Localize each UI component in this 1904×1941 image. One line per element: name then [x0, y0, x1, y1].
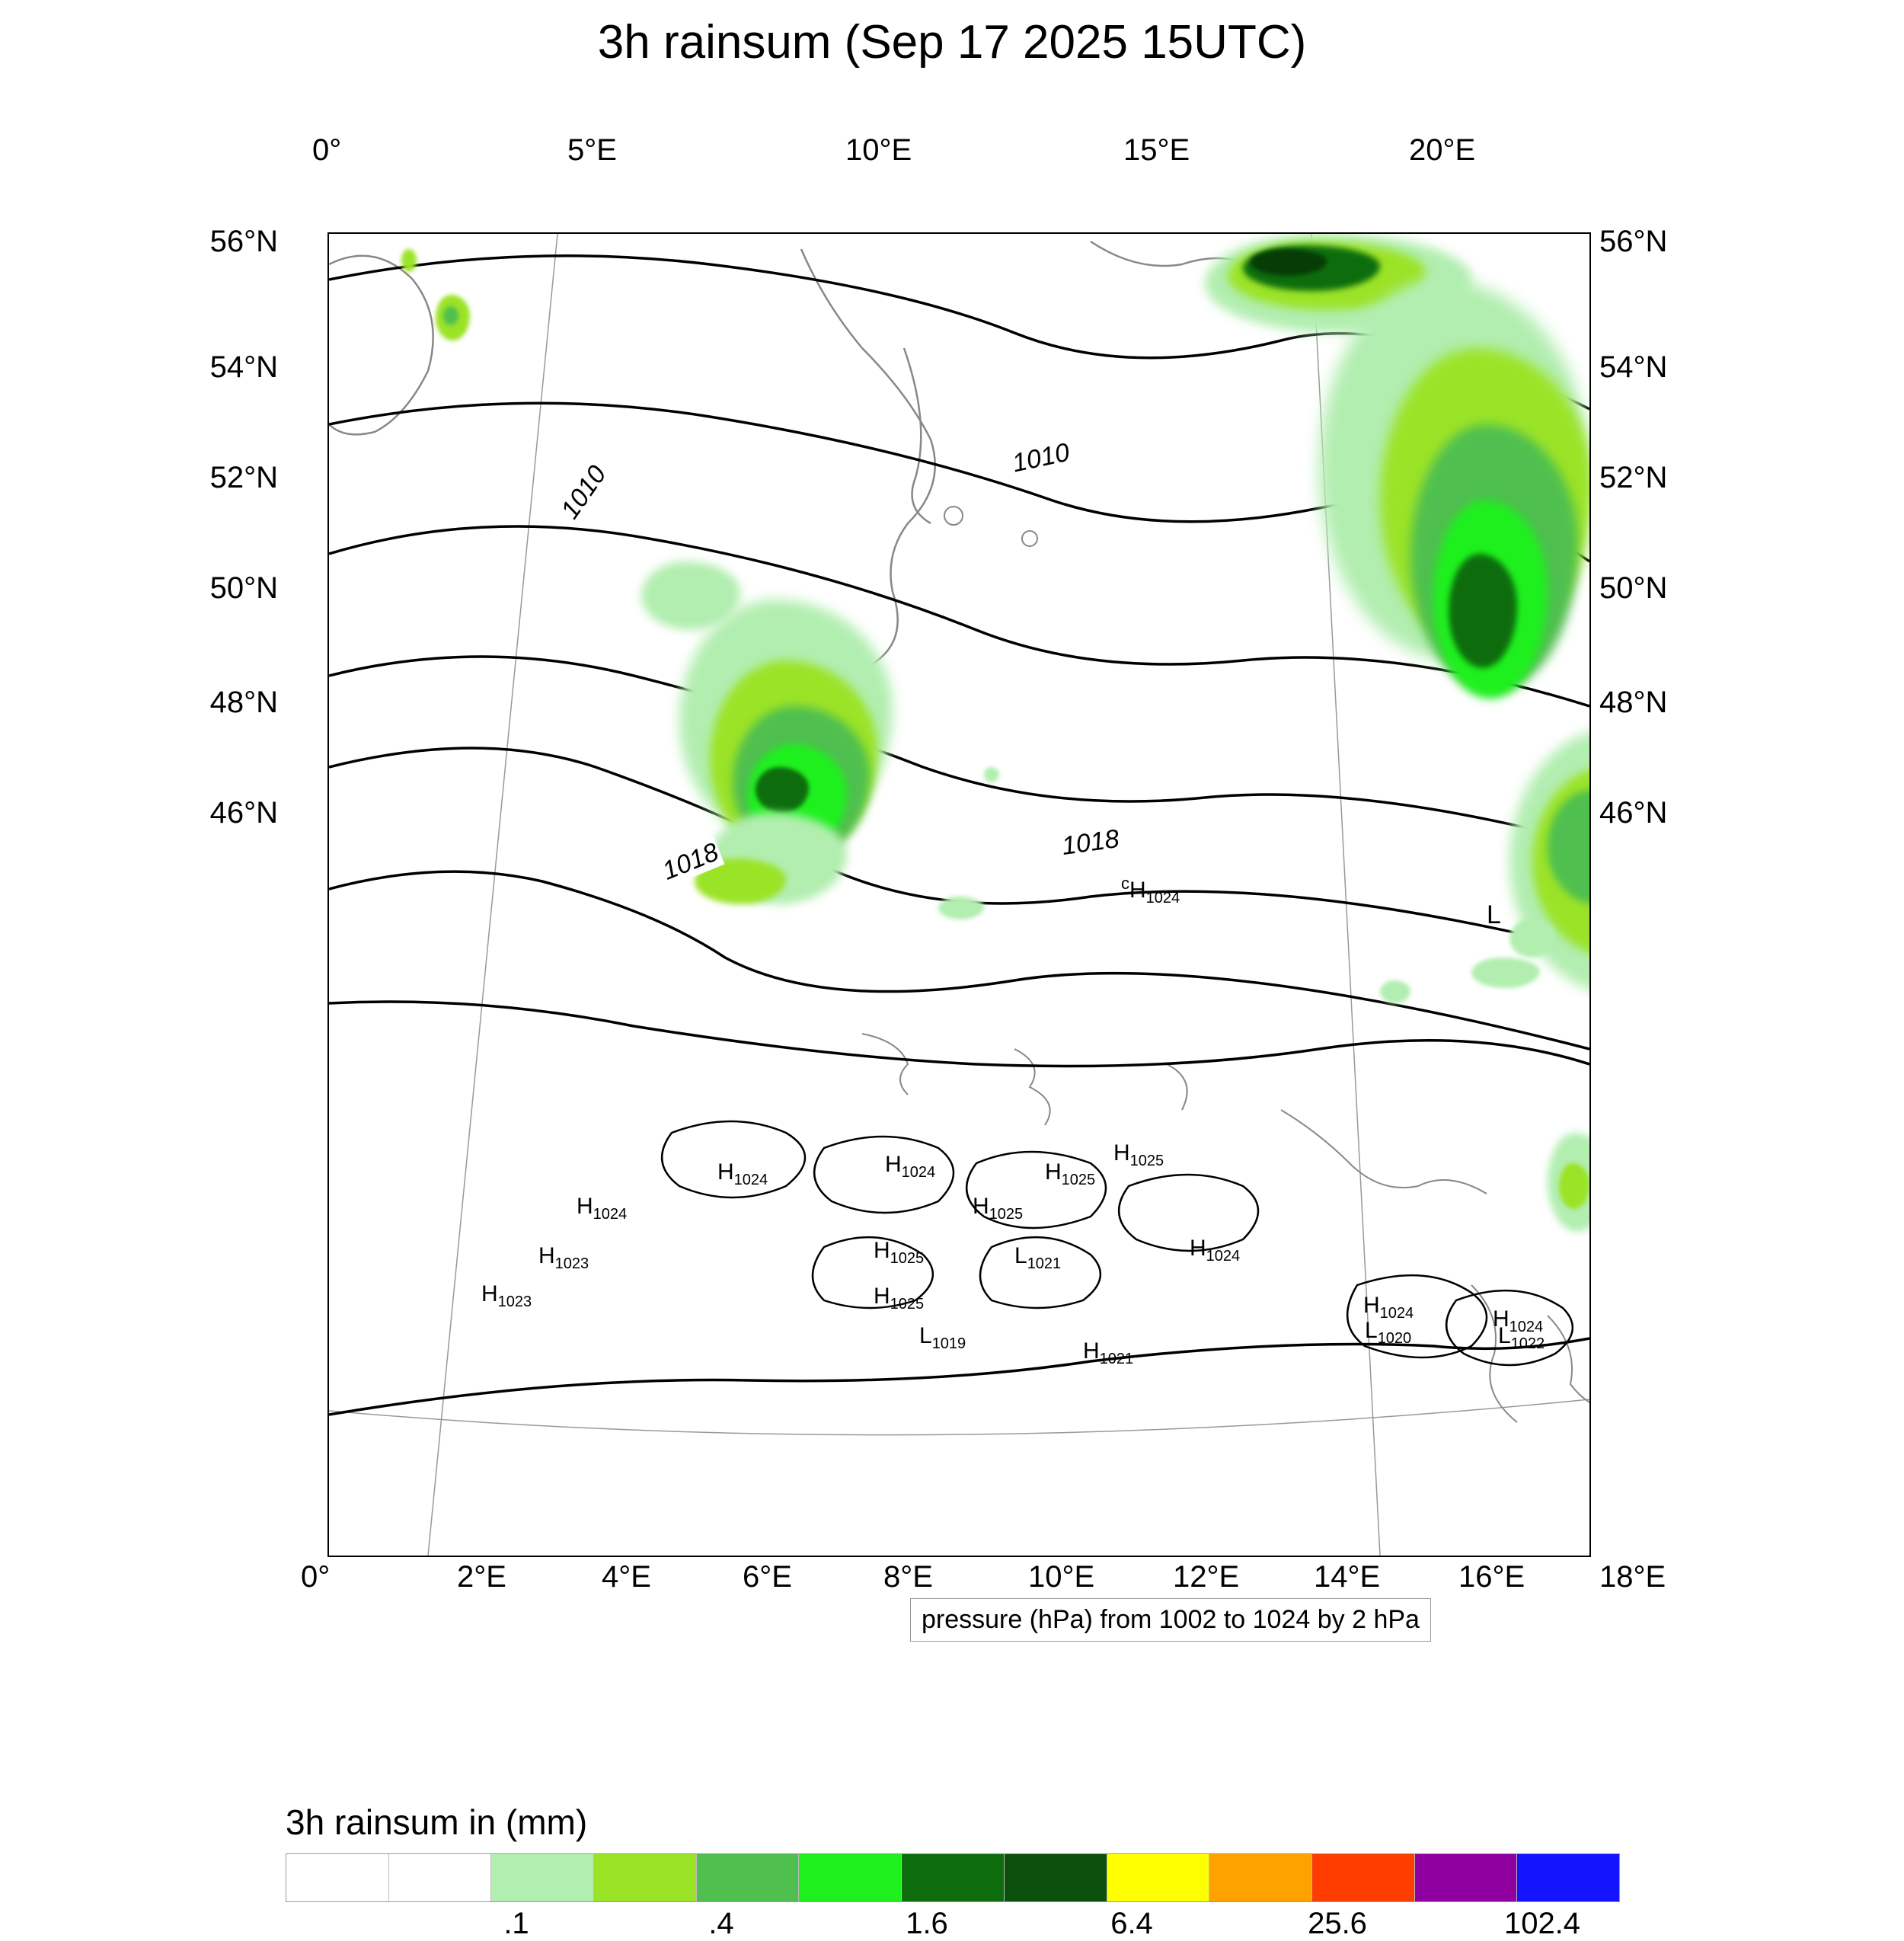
colorbar[interactable]: [286, 1853, 1620, 1902]
pressure-center-18: H1024: [1363, 1293, 1414, 1322]
colorbar-seg-7: [1005, 1854, 1107, 1901]
colorbar-tick-5: 102.4: [1504, 1907, 1580, 1941]
colorbar-tick-0: .1: [503, 1907, 529, 1941]
left-axis-label-2: 52°N: [133, 461, 278, 495]
colorbar-seg-9: [1209, 1854, 1312, 1901]
left-axis-label-3: 50°N: [133, 571, 278, 606]
top-axis-label-1: 5°E: [567, 133, 617, 168]
pressure-center-14: L1019: [919, 1323, 966, 1353]
page-title: 3h rainsum (Sep 17 2025 15UTC): [0, 15, 1904, 69]
colorbar-title: 3h rainsum in (mm): [286, 1802, 1618, 1843]
pressure-center-5: H1025: [1113, 1140, 1164, 1170]
pressure-center-13: H1023: [481, 1281, 532, 1311]
colorbar-seg-2: [491, 1854, 594, 1901]
colorbar-seg-12: [1517, 1854, 1619, 1901]
colorbar-seg-4: [697, 1854, 800, 1901]
pressure-center-2: H1024: [717, 1159, 768, 1189]
left-axis-label-1: 54°N: [133, 350, 278, 385]
bottom-axis-label-1: 2°E: [457, 1560, 506, 1594]
bottom-axis-label-9: 18°E: [1599, 1560, 1666, 1594]
colorbar-group: 3h rainsum in (mm) .1 .4 1.6 6.4 25.6 10…: [286, 1802, 1618, 1940]
right-axis-label-0: 56°N: [1599, 225, 1667, 259]
colorbar-seg-0: [286, 1854, 389, 1901]
pressure-center-7: H1025: [973, 1194, 1023, 1223]
pressure-center-0: cH1024: [1121, 874, 1180, 907]
pressure-center-3: H1024: [885, 1152, 935, 1182]
colorbar-seg-1: [389, 1854, 492, 1901]
bottom-axis-label-3: 6°E: [743, 1560, 792, 1594]
pressure-center-8: H1024: [1190, 1236, 1240, 1265]
colorbar-seg-10: [1312, 1854, 1415, 1901]
pressure-center-9: H1025: [874, 1238, 924, 1268]
colorbar-ticks-group: .1 .4 1.6 6.4 25.6 102.4: [286, 1902, 1618, 1940]
colorbar-seg-11: [1415, 1854, 1518, 1901]
bottom-axis-label-2: 4°E: [602, 1560, 651, 1594]
pressure-center-11: H1023: [538, 1243, 589, 1273]
colorbar-seg-6: [902, 1854, 1005, 1901]
bottom-axis-label-7: 14°E: [1314, 1560, 1380, 1594]
left-axis-label-4: 48°N: [133, 686, 278, 720]
pressure-center-1: L: [1487, 900, 1501, 930]
top-axis-label-4: 20°E: [1409, 133, 1475, 168]
colorbar-tick-1: .4: [708, 1907, 733, 1941]
pressure-center-12: H1025: [874, 1284, 924, 1313]
bottom-axis-label-8: 16°E: [1458, 1560, 1525, 1594]
right-axis-label-5: 46°N: [1599, 796, 1667, 830]
right-axis-label-4: 48°N: [1599, 686, 1667, 720]
left-axis-label-0: 56°N: [133, 225, 278, 259]
pressure-center-16: H1021: [1083, 1338, 1133, 1368]
right-axis-label-2: 52°N: [1599, 461, 1667, 495]
colorbar-seg-5: [799, 1854, 902, 1901]
bottom-axis-label-6: 12°E: [1173, 1560, 1239, 1594]
pressure-legend-box: pressure (hPa) from 1002 to 1024 by 2 hP…: [910, 1598, 1431, 1642]
left-axis-label-5: 46°N: [133, 796, 278, 830]
pressure-center-19: L1022: [1498, 1323, 1545, 1353]
colorbar-tick-3: 6.4: [1110, 1907, 1153, 1941]
map-plot-area[interactable]: 1010 1010 1018 1018 cH1024 L H1024 H1024…: [327, 232, 1591, 1557]
top-axis-label-3: 15°E: [1123, 133, 1190, 168]
colorbar-seg-8: [1107, 1854, 1210, 1901]
right-axis-label-1: 54°N: [1599, 350, 1667, 385]
right-axis-label-3: 50°N: [1599, 571, 1667, 606]
bottom-axis-label-5: 10°E: [1028, 1560, 1094, 1594]
top-axis-label-2: 10°E: [845, 133, 912, 168]
pressure-center-10: L1021: [1014, 1243, 1061, 1273]
bottom-axis-label-4: 8°E: [883, 1560, 933, 1594]
pressure-center-6: H1024: [577, 1194, 627, 1223]
colorbar-tick-4: 25.6: [1308, 1907, 1367, 1941]
colorbar-tick-2: 1.6: [906, 1907, 948, 1941]
colorbar-seg-3: [594, 1854, 697, 1901]
bottom-axis-label-0: 0°: [301, 1560, 330, 1594]
pressure-center-4: H1025: [1045, 1159, 1095, 1189]
top-axis-label-0: 0°: [312, 133, 341, 168]
